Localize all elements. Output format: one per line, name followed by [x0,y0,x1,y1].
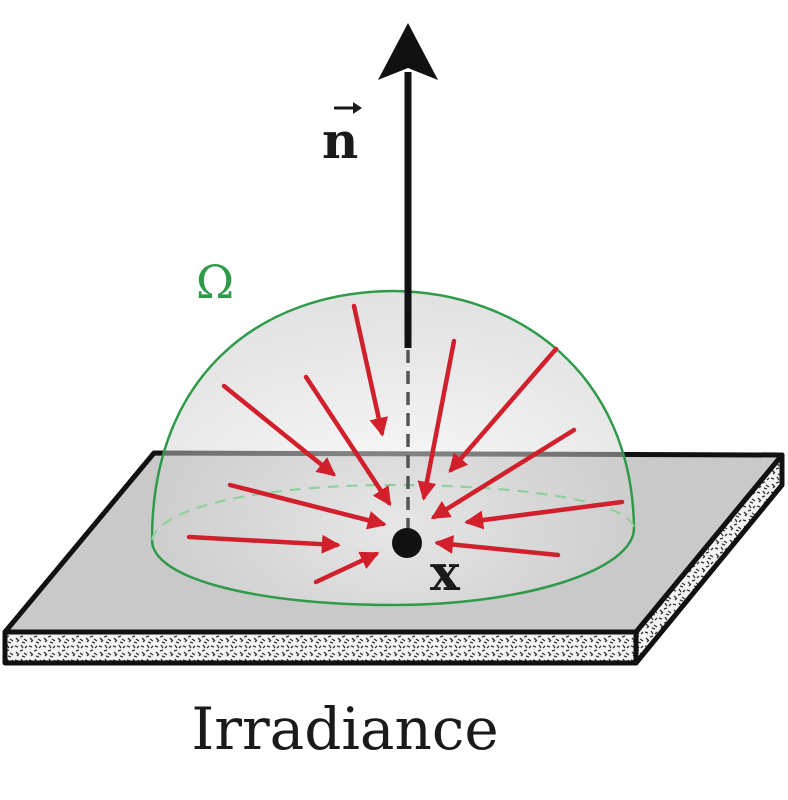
ray [417,338,457,501]
surface-point-x [392,528,422,558]
normal-label: n [322,111,358,170]
point-label: x [430,543,461,602]
ray [448,346,559,473]
hemisphere-dome [150,289,636,607]
ray [434,535,561,558]
incident-rays [186,303,625,585]
normal-vector [378,23,438,530]
hemisphere-label: Ω [196,255,234,309]
hemisphere [150,289,636,607]
ray [430,427,577,520]
ray [351,303,388,437]
ray [186,534,341,554]
ray [221,383,336,477]
vector-arrow-mark [334,102,362,114]
ray [313,551,380,585]
ray [303,374,392,507]
normal-arrowhead [378,23,438,80]
ray [464,499,625,530]
diagram-caption: Irradiance [191,695,499,763]
ray [227,482,387,530]
plate-front-face [2,629,639,666]
